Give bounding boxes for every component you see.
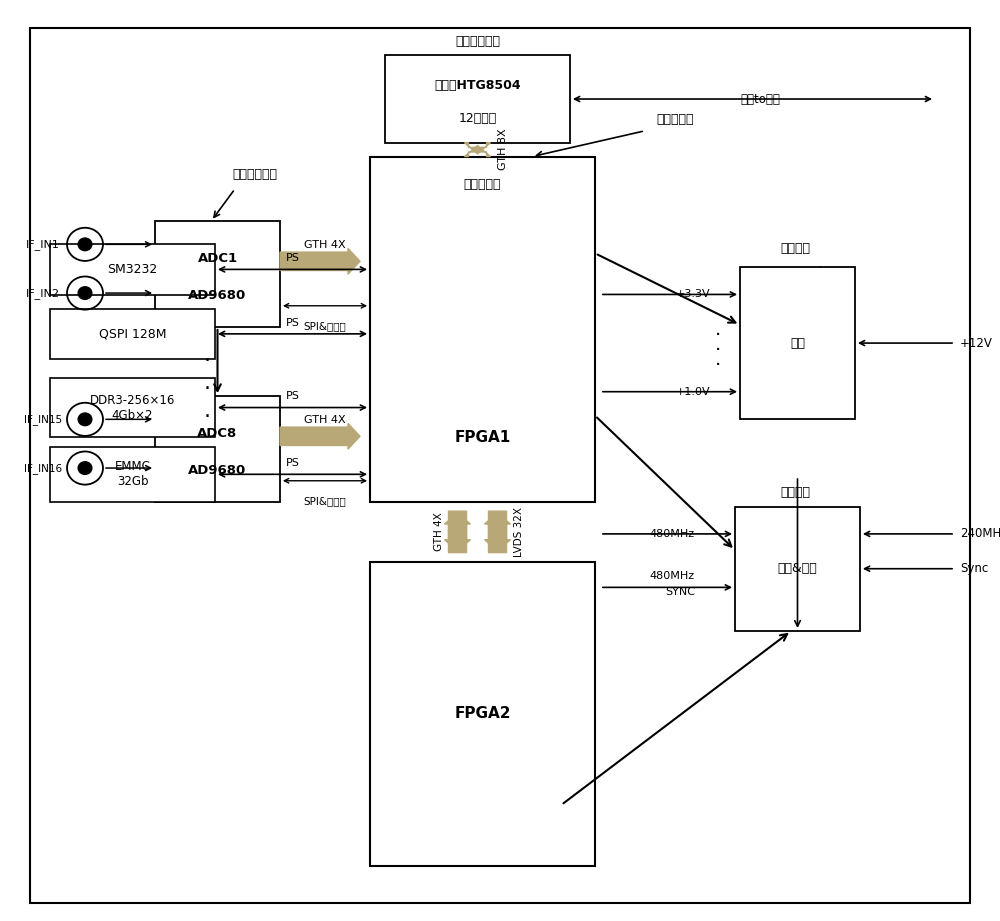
Text: FPGA2: FPGA2 [454,706,511,721]
Text: 480MHz: 480MHz [650,571,695,581]
Text: PS: PS [286,318,299,328]
Text: SM3232: SM3232 [107,262,158,276]
Text: IF_IN1: IF_IN1 [26,239,60,250]
Bar [370,562,595,866]
Text: PS: PS [286,253,299,263]
Circle shape [78,286,92,299]
Text: IF_IN16: IF_IN16 [24,462,62,473]
Bar [50,447,215,502]
Circle shape [78,413,92,426]
FancyArrow shape [464,143,491,154]
Text: AD9680: AD9680 [188,288,247,302]
FancyArrow shape [444,511,471,551]
Bar [50,378,215,437]
Text: 480MHz: 480MHz [650,529,695,539]
Text: FPGA1: FPGA1 [454,430,511,445]
Text: ·: · [715,341,721,360]
Text: GTH 4X: GTH 4X [304,414,346,425]
Text: ADC1: ADC1 [197,251,238,264]
Bar [50,244,215,295]
FancyArrow shape [444,513,471,553]
Text: PS: PS [286,391,299,402]
Text: ·: · [204,352,211,371]
Bar [740,267,855,419]
Text: Sync: Sync [960,562,988,576]
Text: 电源: 电源 [790,336,805,350]
FancyArrow shape [280,249,360,274]
Text: +3.3V: +3.3V [675,289,710,299]
FancyArrow shape [280,424,360,449]
Text: +1.0V: +1.0V [675,387,710,397]
Text: ·: · [715,326,721,345]
Text: GTH 8X: GTH 8X [498,129,508,170]
Bar [155,396,280,502]
Text: 处理器电路: 处理器电路 [464,178,501,191]
FancyArrow shape [484,511,510,551]
Text: DDR3-256×16
4Gb×2: DDR3-256×16 4Gb×2 [90,393,175,422]
Text: 时钉&同步: 时钉&同步 [778,562,817,576]
Text: ·: · [204,379,211,399]
Bar [370,157,595,502]
Bar [735,507,860,631]
Circle shape [78,461,92,474]
Text: 电源电路: 电源电路 [780,242,810,255]
Text: AD9680: AD9680 [188,463,247,477]
Bar [385,55,570,143]
Text: QSPI 128M: QSPI 128M [99,327,166,341]
Text: 240MHz: 240MHz [960,528,1000,541]
Bar [155,221,280,327]
FancyArrow shape [484,513,510,553]
Text: 时钉电路: 时钉电路 [780,486,810,499]
Text: +12V: +12V [960,336,993,350]
Bar [50,309,215,359]
Text: EMMC
32Gb: EMMC 32Gb [115,460,150,488]
Text: 12路收发: 12路收发 [458,111,497,124]
Text: ·: · [204,407,211,426]
Text: GTH 4X: GTH 4X [304,239,346,250]
Text: SYNC: SYNC [665,587,695,597]
Text: GTH 4X: GTH 4X [434,512,444,552]
Circle shape [78,238,92,251]
Text: PS: PS [286,459,299,468]
FancyArrow shape [464,146,491,157]
Text: 数据分发电路: 数据分发电路 [456,35,501,48]
Text: 模数转换电路: 模数转换电路 [232,169,278,181]
Text: 光模块HTG8504: 光模块HTG8504 [434,79,521,92]
Text: SPI&离散线: SPI&离散线 [304,496,346,506]
Text: 处理器电路: 处理器电路 [656,113,694,126]
Text: SPI&离散线: SPI&离散线 [304,321,346,331]
Text: ·: · [715,356,721,376]
Text: ADC8: ADC8 [197,426,238,439]
Text: 光纤to次级: 光纤to次级 [740,93,780,106]
Text: LVDS 32X: LVDS 32X [514,507,524,557]
Text: IF_IN2: IF_IN2 [26,287,60,298]
Text: IF_IN15: IF_IN15 [24,414,62,425]
